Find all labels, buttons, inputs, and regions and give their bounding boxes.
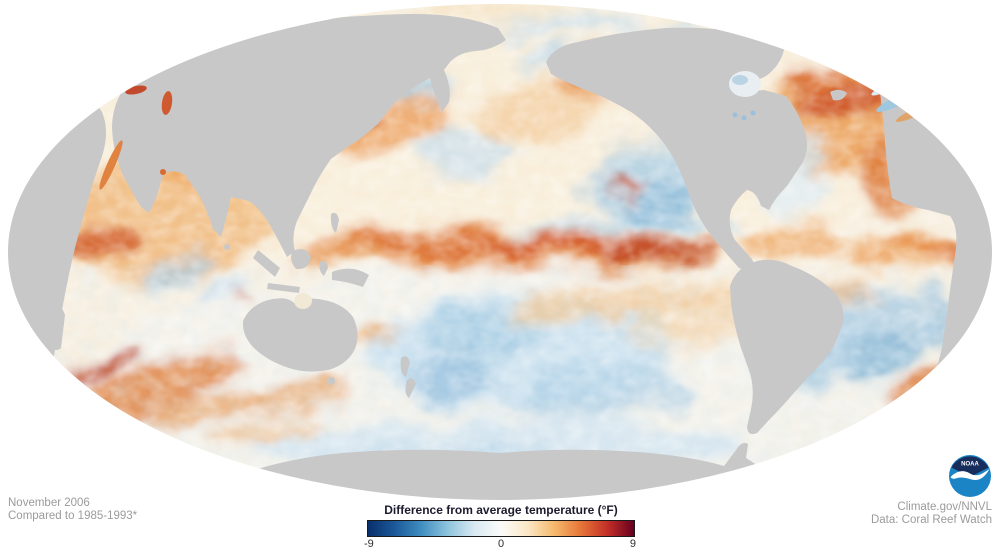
land-iceland <box>830 89 847 101</box>
hudson-bay <box>729 71 761 97</box>
land-new-zealand-south <box>405 378 416 398</box>
source-label: Climate.gov/NNVL <box>897 501 992 513</box>
credit-caption: Climate.gov/NNVL Data: Coral Reef Watch <box>871 501 992 527</box>
land-new-zealand-north <box>400 356 410 377</box>
world-map-container <box>8 4 992 500</box>
period-label: November 2006 <box>8 497 90 509</box>
baseline-label: Compared to 1985-1993* <box>8 510 138 522</box>
land-madagascar <box>48 305 65 351</box>
land-tasmania <box>327 377 335 385</box>
land-japan <box>351 109 373 136</box>
land-eurasia <box>112 13 506 257</box>
color-scale-bar <box>367 520 635 537</box>
legend-ticks: -9 0 9 <box>364 538 636 552</box>
persian-gulf <box>160 169 166 175</box>
legend-title: Difference from average temperature (°F) <box>384 503 618 517</box>
legend-max-label: 9 <box>629 538 636 550</box>
land-south-america <box>730 259 844 435</box>
land-sri-lanka <box>224 244 230 250</box>
land-philippines <box>330 212 339 233</box>
red-sea <box>99 140 123 190</box>
caspian-sea <box>161 91 173 115</box>
hudson-bay-core <box>732 75 748 85</box>
land-sulawesi <box>319 260 328 276</box>
land-australia <box>242 298 358 372</box>
noaa-logo: NOAA <box>949 455 991 497</box>
date-caption: November 2006 Compared to 1985-1993* <box>8 497 137 523</box>
legend-min-label: -9 <box>364 538 374 550</box>
noaa-seagull-icon <box>950 469 990 481</box>
legend-mid-label: 0 <box>497 538 505 550</box>
data-credit-label: Data: Coral Reef Watch <box>870 514 992 526</box>
land-java <box>267 283 300 293</box>
great-lakes-1 <box>732 112 738 118</box>
land-antarctica <box>220 442 780 500</box>
world-map <box>8 4 992 500</box>
color-legend: Difference from average temperature (°F)… <box>364 503 636 552</box>
norwegian-sea <box>871 80 901 96</box>
land-north-america <box>546 27 807 272</box>
land-borneo <box>291 249 311 270</box>
land-new-guinea <box>332 268 369 287</box>
gulf-of-carpentaria <box>294 293 312 309</box>
noaa-logo-text: NOAA <box>961 462 979 468</box>
great-lakes-2 <box>741 115 747 121</box>
land-sumatra <box>253 250 280 277</box>
great-lakes-3 <box>750 110 756 116</box>
